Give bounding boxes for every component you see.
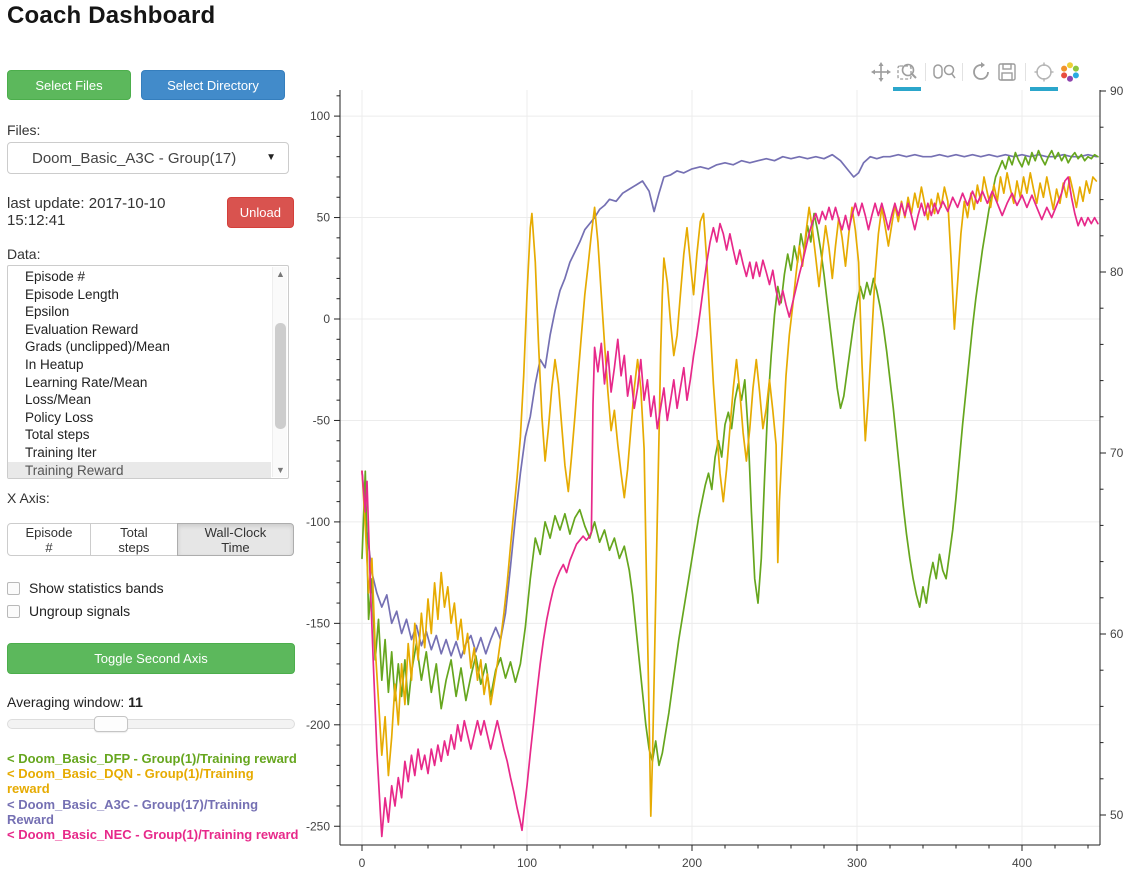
chart-legend: < Doom_Basic_DFP - Group(1)/Training rew… [7,751,299,842]
chevron-down-icon: ▼ [266,152,276,163]
svg-text:90: 90 [1110,84,1124,98]
page-title: Coach Dashboard [7,2,216,29]
svg-text:50: 50 [1110,808,1124,822]
chart-area: 100 50 0 -50 -100 -150 -200 -250 0 100 200 300 400 90… [280,55,1142,881]
x-axis-segmented-control: Episode # Total steps Wall-Clock Time [7,523,294,556]
select-files-button[interactable]: Select Files [7,70,131,100]
box-zoom-icon[interactable] [893,59,921,91]
scrollbar[interactable]: ▲ ▼ [272,267,287,477]
last-update-text: last update: 2017-10-10 15:12:41 [7,195,166,229]
pan-icon[interactable] [868,59,894,85]
svg-text:300: 300 [847,856,867,870]
list-item[interactable]: Evaluation Reward [25,321,139,337]
list-item[interactable]: Total steps [25,427,90,443]
svg-text:400: 400 [1012,856,1032,870]
svg-text:100: 100 [310,109,330,123]
list-item[interactable]: Learning Rate/Mean [25,374,148,390]
list-item[interactable]: Episode Length [25,286,119,302]
toolbar-separator [962,63,963,81]
averaging-window-row: Averaging window: 11 [7,694,294,710]
x-axis-option-wall-clock-time[interactable]: Wall-Clock Time [176,523,294,556]
list-item[interactable]: Policy Loss [25,409,94,425]
files-dropdown[interactable]: Doom_Basic_A3C - Group(17) ▼ [7,142,289,174]
list-item[interactable]: Loss/Mean [25,392,92,408]
averaging-window-slider-handle[interactable] [94,716,128,732]
scroll-down-icon[interactable]: ▼ [276,465,285,475]
x-axis-label: X Axis: [7,490,50,506]
training-reward-chart[interactable]: 100 50 0 -50 -100 -150 -200 -250 0 100 200 300 400 90… [280,55,1142,881]
checkbox-row[interactable]: Show statistics bands [7,580,294,596]
svg-text:0: 0 [359,856,366,870]
bokeh-logo-icon[interactable] [1057,59,1083,85]
svg-text:100: 100 [517,856,537,870]
sidebar: Coach Dashboard Select Files Select Dire… [0,0,300,842]
list-item[interactable]: Grads (unclipped)/Mean [25,339,170,355]
data-label: Data: [7,246,41,262]
x-axis-option-episode-[interactable]: Episode # [7,523,91,556]
svg-text:-50: -50 [313,413,331,427]
svg-text:-150: -150 [306,616,330,630]
averaging-window-slider[interactable] [7,716,295,732]
toolbar-separator [925,63,926,81]
list-item[interactable]: Training Reward [8,461,271,478]
toggle-second-axis-button[interactable]: Toggle Second Axis [7,643,295,674]
files-dropdown-value: Doom_Basic_A3C - Group(17) [32,149,237,167]
files-label: Files: [7,122,41,138]
hover-icon[interactable] [1030,59,1058,91]
svg-text:-100: -100 [306,515,330,529]
list-item[interactable]: Episode # [25,269,86,284]
data-list-items: Episode # Episode Length Epsilon Evaluation… [8,268,271,478]
checkbox-icon[interactable] [7,581,20,595]
checkbox-icon[interactable] [7,604,20,618]
averaging-window-value: 11 [128,694,143,710]
save-icon[interactable] [994,59,1020,85]
legend-entry[interactable]: < Doom_Basic_A3C - Group(17)/Training Re… [7,796,259,827]
checkbox-label: Show statistics bands [29,580,164,596]
svg-text:50: 50 [317,211,331,225]
scrollbar-thumb[interactable] [275,323,286,429]
toolbar-separator [1025,63,1026,81]
checkbox-group: Show statistics bands Ungroup signals [7,580,294,619]
list-item[interactable]: Epsilon [25,304,70,320]
checkbox-row[interactable]: Ungroup signals [7,603,294,619]
wheel-zoom-icon[interactable] [931,59,957,85]
svg-text:60: 60 [1110,627,1124,641]
svg-text:-200: -200 [306,718,330,732]
svg-text:200: 200 [682,856,702,870]
unload-button[interactable]: Unload [226,196,294,228]
legend-entry[interactable]: < Doom_Basic_DFP - Group(1)/Training rew… [7,751,297,766]
svg-text:0: 0 [323,312,330,326]
bokeh-toolbar [868,59,1083,91]
averaging-window-label: Averaging window: [7,694,125,710]
list-item[interactable]: Training Iter [25,444,97,460]
reset-icon[interactable] [968,59,994,85]
scroll-up-icon[interactable]: ▲ [276,269,285,279]
checkbox-label: Ungroup signals [29,603,131,619]
select-directory-button[interactable]: Select Directory [141,70,285,100]
list-item[interactable]: In Heatup [25,356,84,372]
svg-text:-250: -250 [306,819,330,833]
x-axis-option-total-steps[interactable]: Total steps [89,523,178,556]
legend-entry[interactable]: < Doom_Basic_DQN - Group(1)/Training rew… [7,766,254,797]
data-listbox[interactable]: Episode # Episode Length Epsilon Evaluation… [7,265,289,479]
svg-text:70: 70 [1110,446,1124,460]
svg-text:80: 80 [1110,265,1124,279]
legend-entry[interactable]: < Doom_Basic_NEC - Group(1)/Training rew… [7,827,299,843]
